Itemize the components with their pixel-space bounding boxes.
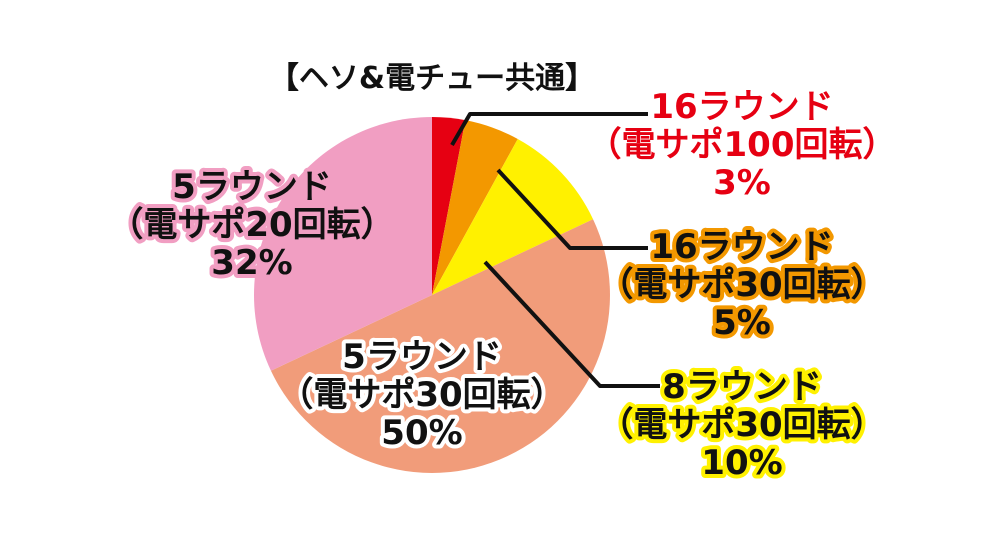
slice-labels: 16ラウンド（電サポ100回転）3%16ラウンド（電サポ30回転）5%8ラウンド… [105, 83, 901, 487]
leader-line-3 [483, 260, 660, 388]
slice-label-1: 16ラウンド（電サポ100回転）3% [584, 83, 901, 207]
slice-name-line: 8ラウンド [662, 367, 822, 407]
slice-label-3: 8ラウンド（電サポ30回転）10% [595, 363, 888, 487]
pie-slice-1 [432, 117, 466, 295]
slice-label-4: 5ラウンド（電サポ30回転）50% [275, 333, 568, 457]
slice-name-line: （電サポ30回転） [599, 405, 884, 445]
pie-slice-3 [432, 139, 594, 295]
slice-percent-label: 32% [211, 243, 292, 283]
slice-name-line: （電サポ30回転） [599, 265, 884, 305]
slice-name-line: 16ラウンド [650, 227, 833, 267]
slice-name-line: 5ラウンド [342, 337, 502, 377]
slice-label-5: 5ラウンド（電サポ20回転）32% [105, 163, 398, 287]
leader-lines [450, 112, 660, 388]
slice-percent-label: 3% [713, 163, 771, 203]
pie-slice-5 [253, 117, 432, 371]
chart-title: 【ヘソ&電チュー共通】 [269, 61, 595, 96]
pie-slice-2 [432, 120, 518, 296]
pie-slices [253, 117, 610, 473]
slice-name-line: （電サポ20回転） [109, 205, 394, 245]
slice-percent-label: 5% [713, 303, 771, 343]
slice-percent-label: 10% [701, 443, 782, 483]
pie-slice-4 [270, 219, 610, 473]
slice-label-2: 16ラウンド（電サポ30回転）5% [595, 223, 888, 347]
slice-name-line: 16ラウンド [650, 87, 833, 127]
slice-percent-label: 50% [381, 413, 462, 453]
slice-name-line: （電サポ30回転） [279, 375, 564, 415]
slice-name-line: 5ラウンド [172, 167, 332, 207]
slice-name-line: （電サポ100回転） [588, 125, 897, 165]
leader-line-2 [496, 168, 648, 250]
leader-line-1 [450, 112, 648, 147]
